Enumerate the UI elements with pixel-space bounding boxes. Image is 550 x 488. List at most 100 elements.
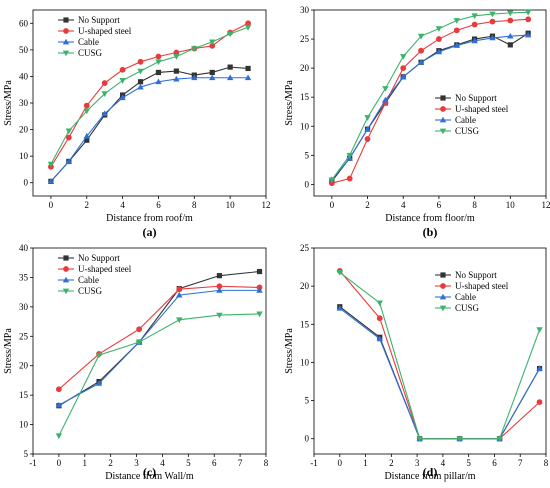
panel-label: (b) [423,225,438,239]
data-point [173,49,180,56]
x-tick-label: 0 [57,458,62,468]
x-tick-label: 8 [472,200,477,210]
data-point [256,311,263,318]
legend-marker [440,95,446,101]
data-point [119,94,126,101]
data-point [101,110,108,117]
y-tick-label: 20 [300,63,310,73]
legend-marker [439,128,447,135]
y-tick-label: 30 [19,98,29,108]
data-point [47,161,55,168]
data-point [489,34,496,41]
chart-panel-2: 0 2 4 6 8 10 12 0 5 10 15 20 25 30 Distance from floor… [284,5,550,239]
legend-marker [440,283,446,289]
series-cusg [47,24,252,168]
x-tick-label: 10 [506,200,516,210]
plot-frame [313,9,547,197]
x-tick-label: 7 [518,458,523,468]
legend-label: CUSG [455,126,480,136]
y-tick-label: 10 [19,420,29,430]
y-tick-label: 10 [300,121,310,131]
y-tick-label: 10 [300,357,310,367]
data-point [435,48,443,55]
data-point [155,69,162,76]
data-point [382,96,389,103]
data-point [191,74,198,81]
x-tick-label: 8 [192,200,197,210]
y-tick-label: 20 [19,125,29,135]
data-point [95,352,103,359]
data-point [489,11,496,18]
legend-label: CUSG [78,48,103,58]
x-tick-label: -1 [310,458,318,468]
panel-label: (d) [423,465,438,479]
data-point [536,365,543,371]
plot-frame [32,247,267,455]
data-point [137,83,144,90]
data-point [65,158,73,164]
y-tick-label: 5 [305,396,310,406]
data-point [364,136,371,142]
data-point [453,18,460,24]
x-tick-label: 12 [542,200,550,210]
legend-label: Cable [455,115,476,125]
data-point [400,65,407,72]
data-point [65,128,73,135]
legend-label: U-shaped steel [455,104,509,114]
y-axis-label: Stress/MPa [3,80,14,126]
y-tick-label: 40 [19,71,29,81]
panel-label: (a) [143,225,157,239]
legend-marker [62,276,70,283]
y-tick-label: 25 [19,331,29,341]
data-point [55,401,63,408]
data-point [137,68,144,75]
data-point [83,132,90,139]
y-axis-label: Stress/MPa [3,328,14,374]
y-tick-label: 5 [305,150,310,160]
series-cusg [328,9,532,184]
data-point [524,31,532,38]
data-point [328,177,336,184]
legend-marker [440,106,446,112]
data-point [137,58,144,65]
series-line [339,307,541,440]
series-cable [55,287,263,408]
data-point [95,380,103,386]
data-point [101,80,108,86]
x-tick-label: 3 [415,458,420,468]
data-point [436,36,442,42]
data-point [176,317,183,324]
x-tick-label: 0 [330,200,335,210]
y-tick-label: 20 [19,361,29,371]
plot-frame [313,247,547,455]
y-tick-label: 60 [19,18,29,28]
chart-panel-1: 0 2 4 6 8 10 12 0 10 20 30 40 50 60 Distance from roof… [3,9,271,239]
legend-label: CUSG [78,286,103,296]
x-tick-label: 12 [262,200,271,210]
data-point [471,37,478,44]
y-tick-label: 0 [305,179,310,189]
data-point [83,108,90,115]
y-tick-label: 15 [300,319,310,329]
data-point [346,175,353,182]
data-point [226,74,234,81]
x-axis-label: Distance from pillar/m [384,471,475,482]
series-cable [336,304,543,442]
data-point [496,436,503,443]
legend-label: No Support [455,93,497,103]
x-tick-label: 2 [108,458,113,468]
x-tick-label: 6 [212,458,217,468]
y-tick-label: 50 [19,45,29,55]
data-point [418,47,424,54]
data-point [417,59,425,65]
data-point [173,75,180,82]
data-point [209,69,215,76]
x-tick-label: 2 [389,458,394,468]
legend-marker [63,266,69,272]
series-u-shaped-steel [328,16,532,187]
x-tick-label: 5 [466,458,471,468]
series-line [339,306,541,440]
data-point [55,386,62,393]
legend-label: U-shaped steel [78,264,132,274]
